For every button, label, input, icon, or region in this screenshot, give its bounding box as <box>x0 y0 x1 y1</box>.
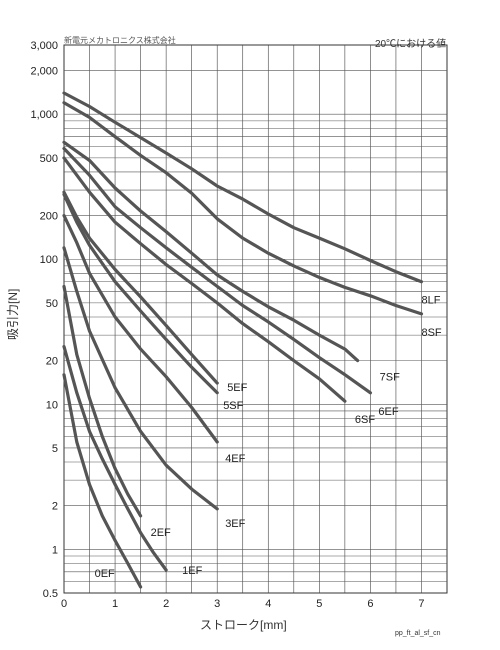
series-label: 4EF <box>225 453 245 465</box>
x-axis-label: ストローク[mm] <box>200 618 287 632</box>
y-tick-label: 2 <box>52 501 58 513</box>
x-tick-label: 6 <box>367 598 373 610</box>
y-axis-label: 吸引力[N] <box>6 288 20 340</box>
series-line <box>62 156 347 403</box>
y-tick-label: 10 <box>46 399 58 411</box>
series-label: 7SF <box>380 372 400 384</box>
y-tick-label: 2,000 <box>30 66 58 78</box>
y-tick-label: 5 <box>52 443 58 455</box>
y-tick-label: 0.5 <box>43 588 58 600</box>
y-tick-label: 500 <box>40 153 58 165</box>
x-tick-label: 4 <box>265 598 271 610</box>
x-axis-ticks: 0 1 2 3 4 5 6 7 <box>61 598 425 610</box>
series-line <box>62 91 424 284</box>
company-name: 新電元メカトロニクス株式会社 <box>64 36 176 45</box>
series-label: 6SF <box>355 414 375 426</box>
y-tick-label: 1,000 <box>30 109 58 121</box>
series-label: 2EF <box>151 527 171 539</box>
x-tick-label: 5 <box>316 598 322 610</box>
y-tick-label: 20 <box>46 356 58 368</box>
plot-area-frame <box>63 44 448 594</box>
series-line <box>62 101 424 316</box>
x-tick-label: 3 <box>214 598 220 610</box>
series-lines <box>62 91 424 589</box>
series-line <box>62 373 143 589</box>
temperature-condition: 20℃における値 <box>375 39 447 50</box>
y-axis-ticks: 0.5 1 2 5 10 20 50 100 200 500 1,000 2,000 3,000 <box>30 40 58 600</box>
x-tick-label: 0 <box>61 598 67 610</box>
y-tick-label: 3,000 <box>30 40 58 52</box>
grid <box>64 45 447 593</box>
series-line <box>62 345 168 572</box>
x-tick-label: 2 <box>163 598 169 610</box>
series-label: 5EF <box>227 382 247 394</box>
series-label: 6EF <box>378 406 398 418</box>
x-tick-label: 1 <box>112 598 118 610</box>
series-label: 1EF <box>182 565 202 577</box>
series-line <box>62 190 219 385</box>
figure-code: pp_ft_al_sf_cn <box>395 630 441 637</box>
series-line <box>62 140 360 363</box>
series-line <box>62 284 143 518</box>
x-tick-label: 7 <box>418 598 424 610</box>
y-tick-label: 200 <box>40 211 58 223</box>
series-line <box>62 246 219 511</box>
series-label: 3EF <box>225 518 245 530</box>
series-line <box>62 214 219 444</box>
y-tick-label: 1 <box>52 544 58 556</box>
y-tick-label: 100 <box>40 254 58 266</box>
series-label: 8SF <box>421 327 441 339</box>
series-line <box>62 146 372 395</box>
series-label: 5SF <box>223 400 243 412</box>
series-label: 0EF <box>95 568 115 580</box>
series-label: 8LF <box>421 295 440 307</box>
y-tick-label: 50 <box>46 298 58 310</box>
series-line <box>62 192 219 395</box>
